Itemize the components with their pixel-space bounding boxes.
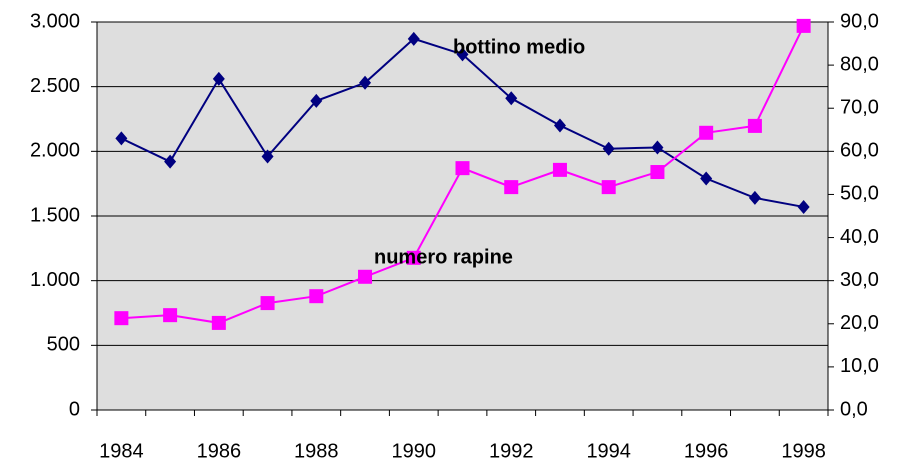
y-tick-label: 2.000 (30, 140, 80, 162)
x-tick-label: 1984 (99, 440, 144, 462)
data-point (261, 149, 274, 164)
data-point (211, 315, 226, 330)
y2-tick-label: 40,0 (840, 226, 879, 248)
y2-tick-label: 0,0 (840, 398, 868, 420)
data-point (552, 162, 567, 177)
data-point (699, 125, 714, 140)
data-point (747, 118, 762, 133)
data-point (796, 18, 811, 33)
series-label: bottino medio (453, 36, 585, 58)
data-point (456, 47, 469, 62)
series-label: numero rapine (374, 246, 513, 268)
y2-tick-label: 30,0 (840, 269, 879, 291)
y2-tick-label: 20,0 (840, 312, 879, 334)
y2-tick-label: 80,0 (840, 53, 879, 75)
x-tick-label: 1996 (684, 440, 729, 462)
data-point (601, 180, 616, 195)
y2-tick-label: 70,0 (840, 97, 879, 119)
data-point (797, 199, 810, 214)
data-point (212, 71, 225, 86)
data-point (455, 161, 470, 176)
x-tick-label: 1994 (586, 440, 631, 462)
data-point (359, 75, 372, 90)
y-tick-label: 2.500 (30, 75, 80, 97)
y2-tick-label: 50,0 (840, 183, 879, 205)
data-point (505, 91, 518, 106)
y-tick-label: 500 (47, 334, 80, 356)
data-point (553, 118, 566, 133)
x-tick-label: 1992 (489, 440, 534, 462)
y2-tick-label: 10,0 (840, 355, 879, 377)
data-point (700, 171, 713, 186)
data-point (260, 296, 275, 311)
data-point (651, 140, 664, 155)
data-point (163, 308, 178, 323)
y-tick-label: 3.000 (30, 10, 80, 32)
data-point (650, 165, 665, 180)
data-point (602, 141, 615, 156)
data-point (310, 93, 323, 108)
data-point (748, 190, 761, 205)
x-tick-label: 1998 (781, 440, 826, 462)
data-point (406, 250, 421, 265)
data-point (504, 180, 519, 195)
y2-tick-label: 90,0 (840, 10, 879, 32)
y-tick-label: 0 (69, 398, 80, 420)
y2-tick-label: 60,0 (840, 140, 879, 162)
data-point (114, 311, 129, 326)
data-point (309, 289, 324, 304)
data-point (164, 154, 177, 169)
x-tick-label: 1986 (197, 440, 242, 462)
y-tick-label: 1.500 (30, 204, 80, 226)
x-tick-label: 1990 (392, 440, 437, 462)
data-point (407, 31, 420, 46)
data-point (115, 131, 128, 146)
y-tick-label: 1.000 (30, 269, 80, 291)
data-point (358, 269, 373, 284)
x-tick-label: 1988 (294, 440, 339, 462)
